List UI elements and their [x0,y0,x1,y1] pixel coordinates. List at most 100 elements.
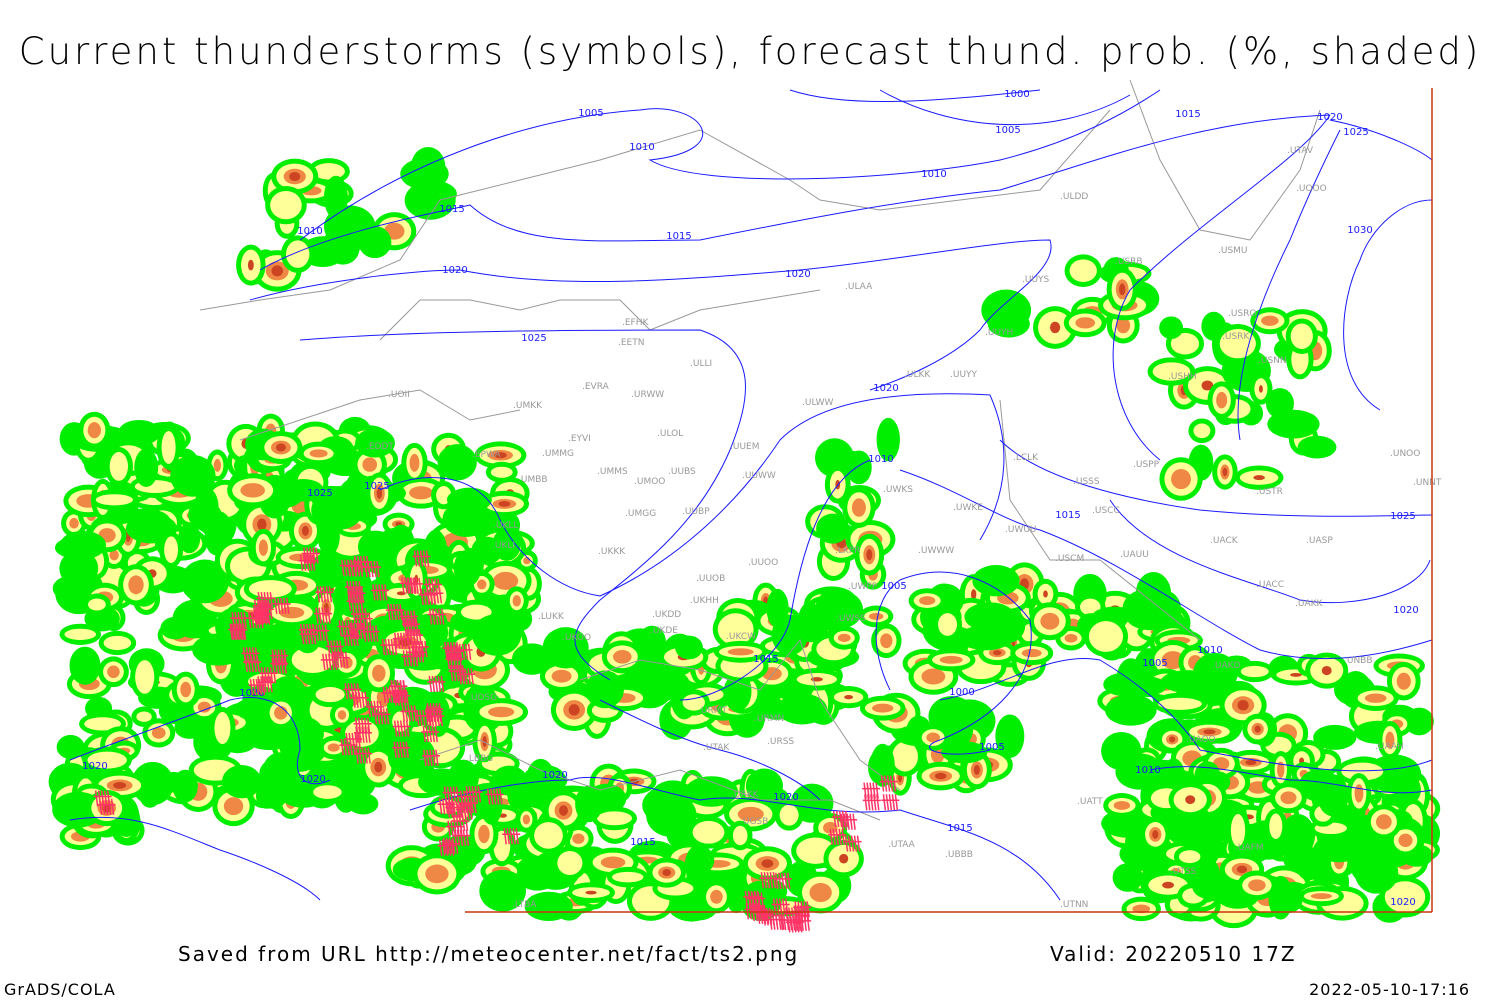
probability-area-mid [315,687,345,703]
probability-area-mid [1069,259,1097,283]
probability-area-high [1132,904,1151,914]
probability-area-top [1119,283,1126,296]
station-label: .UAKD [1212,661,1241,671]
probability-area-top [396,591,406,596]
probability-area-mid [291,646,334,673]
probability-area-high [213,458,222,472]
probability-area-low [160,616,190,640]
thunderstorm-symbol [270,657,289,674]
station-label: .UUBP [682,507,710,517]
thunderstorm-symbol [425,587,444,604]
station-label: .LTBA [512,900,537,910]
thunderstorm-symbol [405,629,424,646]
station-label: .USPP [1133,460,1160,470]
thunderstorm-symbol [301,547,320,564]
isobar-line [299,329,746,681]
isobar-label: 1020 [1317,112,1342,123]
isobar-line [259,114,1331,271]
probability-area-low [311,489,364,531]
probability-area-low [410,146,446,187]
probability-area-low [188,501,213,528]
thunderstorm-symbol [427,608,446,625]
thunderstorm-symbol [243,655,262,673]
thunderstorm-symbol [380,639,399,656]
probability-area-mid [732,825,748,846]
probability-area-mid [717,613,754,646]
probability-area-top [113,781,127,789]
thunderstorm-symbol [485,788,504,805]
isobar-label: 1010 [868,454,893,465]
probability-area-mid [214,712,231,745]
probability-area-low [585,670,624,709]
probability-area-low [118,419,161,446]
isobar-label: 1025 [364,481,389,492]
station-label: .UASP [1306,536,1333,546]
probability-area-top [301,525,309,536]
probability-area-high [1364,693,1387,703]
probability-area-high [551,669,572,683]
isobar-line [1112,114,1331,461]
station-label: .UACC [1256,580,1284,590]
probability-area-mid [286,240,310,268]
probability-area-low [479,869,526,912]
probability-area-low [1112,863,1143,892]
station-label: .USMU [1218,246,1248,256]
thunderstorm-symbol [272,597,291,614]
probability-area-low [1161,670,1215,693]
probability-area-high [1116,317,1131,334]
probability-area-low [174,715,205,739]
thunderstorm-symbol [862,782,881,799]
probability-area-low [59,549,99,588]
isobar-label: 1015 [1175,109,1200,120]
isobar-line [69,696,331,785]
isobar-line [1329,119,1433,161]
probability-area-low [542,627,589,669]
isobar-label: 1005 [979,742,1004,753]
thunderstorm-symbol [314,607,333,624]
station-label: .ULAA [845,282,873,292]
probability-area-low [638,625,667,660]
probability-area-high [523,557,531,565]
station-label: .UAAH [1375,742,1404,752]
probability-area-low [1317,836,1361,863]
probability-area-mid [161,430,176,464]
probability-area-high [1385,731,1395,749]
probability-area-high [1021,648,1042,658]
probability-area-high [1075,317,1096,329]
station-label: .EVRA [582,382,610,392]
probability-area-high [522,814,531,825]
thunderstorm-symbol [372,708,391,725]
probability-area-low [1159,316,1184,340]
isobar-label: 1020 [785,269,810,280]
isobar-label: 1000 [949,687,974,698]
isobar-label: 1015 [753,654,778,665]
station-label: .EDDT [366,442,394,452]
probability-area-mid [1240,665,1269,678]
thunderstorm-symbol [402,618,421,635]
probability-area-low [1283,846,1324,873]
probability-area-high [488,706,515,718]
station-labels: .ULDD .USMU .USRB .ULAA .UUYS .USRO .USRK .USHH… [366,146,1442,910]
station-label: .USCM [1055,554,1084,564]
probability-area-top [844,694,854,700]
probability-area-low [745,768,783,804]
probability-area-high [880,633,893,649]
station-label: .UUYH [985,328,1013,338]
probability-area-high [600,856,626,869]
probability-area-low [995,714,1025,758]
thunderstorm-symbol [97,798,116,815]
probability-area-high [727,648,754,656]
station-label: .UWUU [1005,525,1037,535]
probability-area-mid [84,717,122,731]
probability-area-top [374,761,383,773]
probability-area-high [1280,791,1297,805]
probability-area-high [309,449,328,458]
probability-area-low [222,765,262,799]
probability-area-high [1261,315,1279,326]
station-label: .USTR [1256,487,1283,497]
station-label: .UMKK [513,401,543,411]
station-label: .LUKK [538,612,565,622]
thunderstorm-symbol [421,749,440,766]
probability-area-high [512,595,521,607]
